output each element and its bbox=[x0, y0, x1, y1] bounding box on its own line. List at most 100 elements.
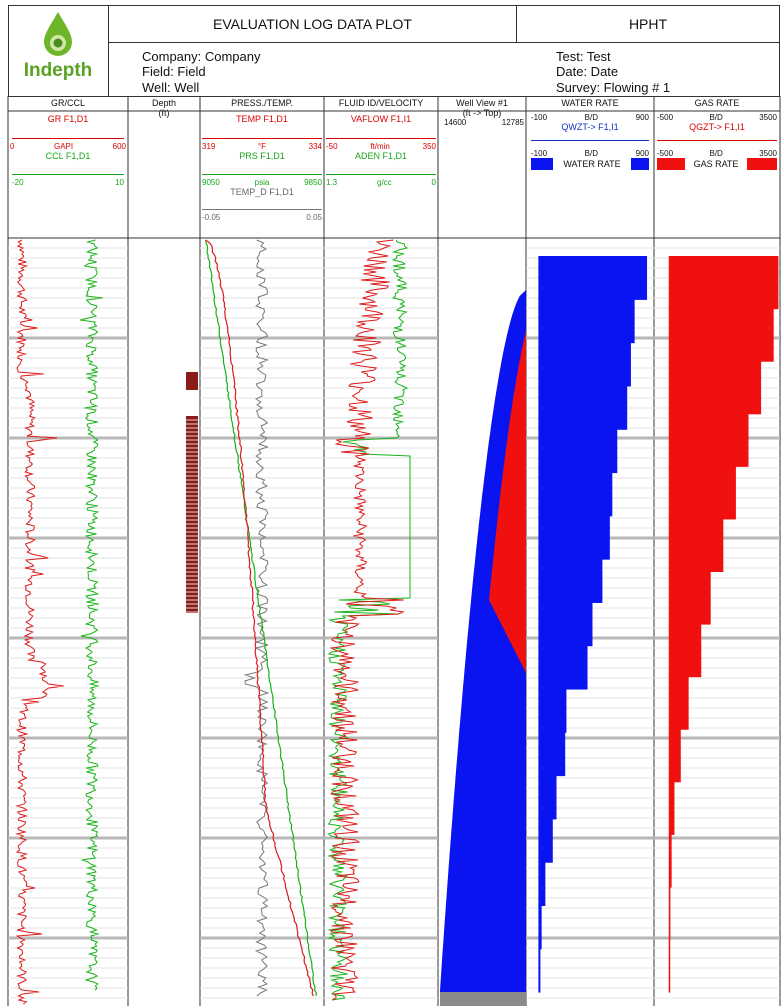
gas-rate-bar bbox=[668, 886, 671, 941]
prs-min: 9050 bbox=[202, 178, 220, 187]
temp-min: 319 bbox=[202, 142, 216, 151]
wellview-right: 12785 bbox=[501, 118, 524, 127]
drop-logo-icon bbox=[44, 12, 72, 56]
water-rate-bar bbox=[538, 775, 557, 820]
temp-curve bbox=[205, 239, 314, 997]
gr-scale: 0 GAPI 600 bbox=[8, 142, 128, 151]
water-rate-bar bbox=[538, 732, 566, 777]
gas-unit-2: B/D bbox=[709, 149, 723, 158]
ccl-min: -20 bbox=[12, 178, 24, 187]
water-legend: WATER RATE bbox=[531, 158, 649, 170]
tempd-curve-name: TEMP_D F1,D1 bbox=[230, 187, 294, 197]
gas-legend-swatch-left bbox=[657, 158, 685, 170]
fluid-header: FLUID ID/VELOCITY VAFLOW F1,I1 -50 ft/mi… bbox=[324, 98, 438, 187]
vaflow-max: 350 bbox=[422, 142, 436, 151]
prs-unit: psia bbox=[254, 178, 270, 187]
water-legend-swatch-left bbox=[531, 158, 553, 170]
water-scale-2: -100 B/D 900 bbox=[528, 149, 652, 158]
depth-perforation-0 bbox=[186, 372, 198, 390]
qwzt-curve-name: QWZT-> F1,I1 bbox=[561, 122, 619, 132]
water-max-2: 900 bbox=[635, 149, 649, 158]
gr-unit: GAPI bbox=[53, 142, 74, 151]
wellview-header: Well View #1 (ft -> Top) 14600 12785 bbox=[438, 98, 526, 127]
aden-min: 1.3 bbox=[326, 178, 338, 187]
water-rate-bar bbox=[538, 688, 567, 733]
water-rate-bar bbox=[538, 645, 588, 690]
water-rate-bar bbox=[538, 862, 546, 907]
depth-title: Depth bbox=[151, 98, 177, 108]
depth-header: Depth (ft) bbox=[128, 98, 200, 118]
field-label: Field: Field bbox=[142, 64, 206, 79]
vaflow-curve-name: VAFLOW F1,I1 bbox=[350, 114, 412, 124]
ccl-max: 10 bbox=[115, 178, 124, 187]
vaflow-min: -50 bbox=[326, 142, 338, 151]
company-label: Company: Company bbox=[142, 49, 261, 64]
water-rate-bar bbox=[538, 299, 635, 344]
gr-ccl-title: GR/CCL bbox=[50, 98, 85, 108]
water-unit-2: B/D bbox=[584, 149, 598, 158]
water-rate-bar bbox=[538, 948, 541, 993]
well-label: Well: Well bbox=[142, 80, 200, 95]
gas-legend: GAS RATE bbox=[657, 158, 777, 170]
wellview-sub: (ft -> Top) bbox=[462, 108, 502, 118]
gas-max: 3500 bbox=[759, 113, 777, 122]
gas-unit: B/D bbox=[709, 113, 723, 122]
aden-curve bbox=[327, 239, 411, 1001]
water-legend-swatch-right bbox=[631, 158, 649, 170]
press-temp-title: PRESS./TEMP. bbox=[231, 98, 293, 108]
aden-unit: g/cc bbox=[377, 178, 392, 187]
gas-rate-bar bbox=[668, 413, 749, 467]
survey-label: Survey: Flowing # 1 bbox=[556, 80, 671, 95]
depth-unit: (ft) bbox=[158, 108, 170, 118]
vaflow-scale: -50 ft/min 350 bbox=[324, 142, 438, 151]
temp-scale: 319 °F 334 bbox=[200, 142, 324, 151]
water-min-2: -100 bbox=[531, 149, 548, 158]
qgzt-curve-name: QGZT-> F1,I1 bbox=[689, 122, 745, 132]
water-rate-bar bbox=[538, 429, 618, 474]
water-rate-bar bbox=[538, 472, 613, 517]
wellview-scale: 14600 12785 bbox=[438, 118, 526, 127]
track-header-area bbox=[8, 96, 780, 239]
vaflow-unit: ft/min bbox=[370, 142, 390, 151]
aden-scale: 1.3 g/cc 0 bbox=[324, 178, 438, 187]
water-rate-bar bbox=[538, 905, 542, 950]
temp-curve-name: TEMP F1,D1 bbox=[236, 114, 288, 124]
aden-max: 0 bbox=[431, 178, 436, 187]
water-rate-header: WATER RATE -100 B/D 900 QWZT-> F1,I1 -10… bbox=[528, 98, 652, 170]
logo-text: Indepth bbox=[23, 60, 93, 81]
gas-rate-bar bbox=[668, 729, 681, 783]
gas-rate-header: GAS RATE -500 B/D 3500 QGZT-> F1,I1 -500… bbox=[654, 98, 780, 170]
wellview-bottom bbox=[440, 992, 526, 1006]
water-max: 900 bbox=[635, 113, 649, 122]
tempd-min: -0.05 bbox=[202, 213, 221, 222]
gas-min: -500 bbox=[657, 113, 674, 122]
ccl-curve-name: CCL F1,D1 bbox=[45, 151, 91, 161]
vaflow-curve bbox=[329, 239, 406, 1001]
gas-rate-bar bbox=[668, 256, 779, 310]
aden-curve-name: ADEN F1,D1 bbox=[354, 151, 407, 161]
water-rate-bar bbox=[538, 515, 610, 560]
gas-rate-bar bbox=[668, 939, 671, 993]
gas-legend-label: GAS RATE bbox=[693, 159, 739, 169]
water-unit: B/D bbox=[584, 113, 598, 122]
water-rate-bar bbox=[538, 256, 648, 300]
wellview-gas-area bbox=[489, 300, 526, 680]
gas-max-2: 3500 bbox=[759, 149, 777, 158]
gas-rate-bar bbox=[668, 518, 724, 573]
wellview-left: 14600 bbox=[444, 118, 467, 127]
fluid-title: FLUID ID/VELOCITY bbox=[338, 98, 424, 108]
gr-max: 600 bbox=[112, 142, 126, 151]
gas-scale-1: -500 B/D 3500 bbox=[654, 113, 780, 122]
gas-rate-bar bbox=[668, 571, 711, 625]
temp-max: 334 bbox=[308, 142, 322, 151]
gr-curve bbox=[15, 239, 64, 1005]
water-min: -100 bbox=[531, 113, 548, 122]
water-rate-bar bbox=[538, 342, 631, 387]
ccl-curve bbox=[79, 239, 103, 991]
water-rate-bar bbox=[538, 559, 603, 603]
gas-rate-title: GAS RATE bbox=[694, 98, 740, 108]
gr-curve-name: GR F1,D1 bbox=[47, 114, 89, 124]
gas-rate-bar bbox=[668, 466, 736, 520]
water-scale-1: -100 B/D 900 bbox=[528, 113, 652, 122]
